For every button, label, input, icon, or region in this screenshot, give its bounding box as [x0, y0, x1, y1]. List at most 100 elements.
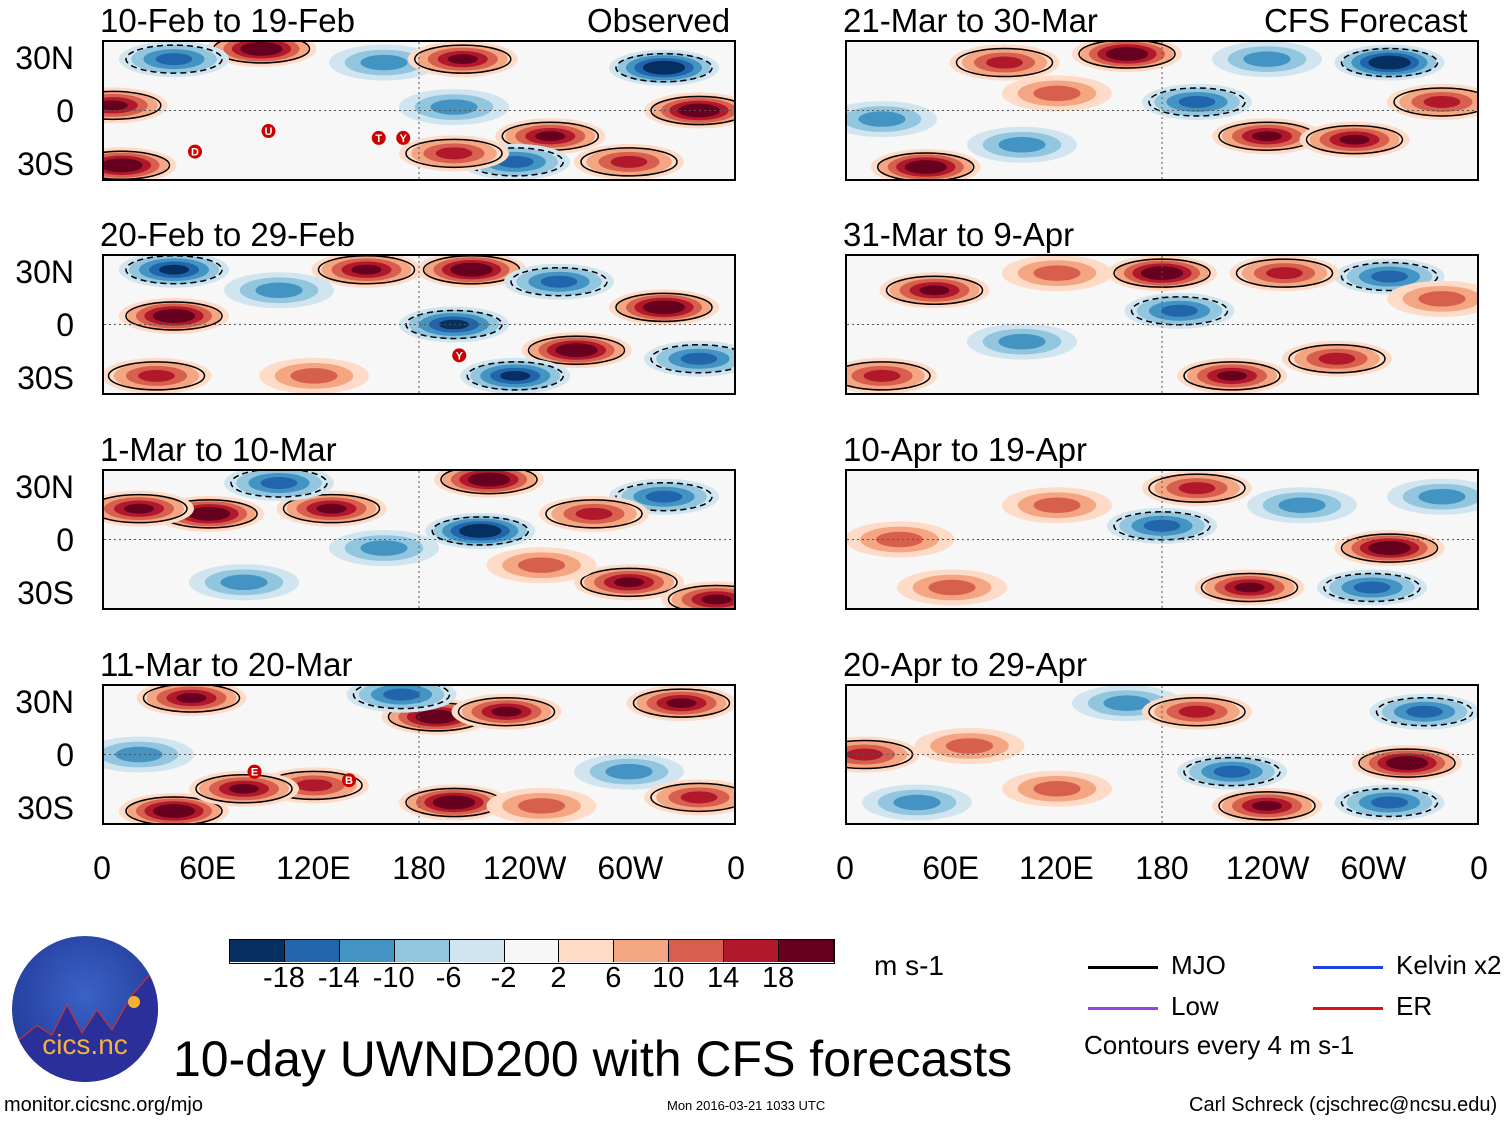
colorbar-label: 10 — [652, 962, 685, 994]
mjo-contour — [142, 686, 241, 713]
easterly-anomaly — [1371, 270, 1408, 283]
westerly-anomaly — [517, 557, 566, 573]
westerly-anomaly — [1033, 497, 1081, 513]
westerly-anomaly — [476, 475, 502, 484]
map-panel: Y — [102, 254, 736, 395]
colorbar-swatch — [284, 940, 340, 962]
westerly-anomaly — [124, 503, 154, 514]
westerly-anomaly — [1114, 49, 1140, 59]
mjo-contour — [1235, 258, 1334, 288]
figure-title: 10-day UWND200 with CFS forecasts — [173, 1031, 1013, 1087]
easterly-anomaly — [1161, 304, 1198, 317]
lon-label: 0 — [727, 850, 745, 886]
panel-title: 10-Apr to 19-Apr — [843, 431, 1087, 468]
contour-note: Contours every 4 m s-1 — [1084, 1030, 1355, 1060]
easterly-anomaly — [159, 264, 189, 275]
mjo-contour — [527, 335, 626, 365]
legend-line — [1313, 1007, 1383, 1010]
westerly-anomaly — [138, 369, 175, 382]
westerly-anomaly — [1234, 582, 1265, 593]
colorbar-swatch — [779, 940, 834, 962]
easterly-anomaly — [360, 54, 408, 71]
mjo-contour — [545, 499, 643, 529]
easterly-anomaly — [467, 526, 493, 536]
mjo-contour — [1183, 361, 1281, 391]
westerly-anomaly — [196, 509, 222, 518]
panel-title: 10-Feb to 19-Feb — [100, 2, 355, 39]
panel-title: 20-Feb to 29-Feb — [100, 216, 355, 253]
westerly-anomaly — [491, 706, 522, 717]
mjo-contour — [317, 256, 416, 285]
lat-label: 30N — [15, 469, 74, 505]
mjo-contour — [1323, 572, 1421, 603]
svg-text:D: D — [191, 147, 199, 159]
westerly-anomaly — [517, 798, 566, 814]
easterly-anomaly — [255, 282, 303, 298]
mjo-contour — [1340, 787, 1439, 818]
timestamp: Mon 2016-03-21 1033 UTC — [667, 1098, 826, 1113]
site-url[interactable]: monitor.cicsnc.org/mjo — [4, 1094, 203, 1116]
westerly-anomaly — [913, 162, 939, 172]
mjo-contour — [107, 361, 206, 391]
lon-label: 180 — [1135, 850, 1189, 886]
legend-label: MJO — [1171, 950, 1226, 980]
lon-label: 120W — [482, 850, 567, 886]
map-panel: D U T Y — [102, 40, 736, 181]
map-panel — [102, 469, 736, 610]
mjo-contour — [104, 150, 171, 179]
westerly-anomaly — [1033, 781, 1081, 797]
storm-marker: B — [342, 773, 356, 788]
westerly-anomaly — [248, 44, 275, 54]
easterly-anomaly — [680, 352, 718, 365]
colorbar-label: -6 — [435, 962, 462, 994]
easterly-anomaly — [500, 370, 531, 381]
easterly-anomaly — [360, 540, 408, 556]
mjo-contour — [955, 47, 1054, 78]
westerly-anomaly — [1418, 291, 1466, 307]
easterly-anomaly — [605, 763, 653, 780]
panel-title: 21-Mar to 30-Mar — [843, 2, 1098, 39]
mjo-contour — [125, 301, 223, 331]
westerly-anomaly — [441, 798, 467, 807]
lon-label: 120W — [1225, 850, 1310, 886]
westerly-anomaly — [161, 806, 187, 816]
mjo-contour — [1078, 42, 1176, 69]
mjo-contour — [1148, 696, 1246, 727]
easterly-anomaly — [1143, 519, 1181, 532]
colorbar-label: -14 — [317, 962, 360, 994]
westerly-anomaly — [1217, 370, 1247, 381]
easterly-anomaly — [1353, 581, 1391, 594]
easterly-anomaly — [1103, 695, 1151, 711]
westerly-anomaly — [575, 507, 613, 520]
colorbar — [229, 939, 835, 964]
mjo-contour — [125, 256, 223, 285]
lat-label: 30S — [17, 575, 74, 611]
map-panel — [845, 469, 1479, 610]
colorbar-label: -2 — [490, 962, 517, 994]
westerly-anomaly — [701, 594, 732, 605]
easterly-anomaly — [1418, 488, 1466, 505]
mjo-contour — [1358, 748, 1456, 778]
mjo-contour — [885, 275, 984, 305]
legend-line — [1088, 966, 1158, 969]
legend-line — [1088, 1007, 1158, 1010]
lon-label: 120E — [275, 850, 351, 886]
westerly-anomaly — [1033, 85, 1081, 102]
mjo-contour — [1305, 124, 1404, 155]
lat-label: 0 — [56, 307, 74, 343]
legend-label: Kelvin x2 — [1396, 950, 1502, 980]
colorbar-label: -18 — [262, 962, 305, 994]
map-panel — [845, 40, 1479, 181]
mjo-contour — [1340, 533, 1439, 563]
westerly-anomaly — [108, 161, 135, 170]
mjo-contour — [466, 361, 564, 391]
mjo-contour — [1218, 791, 1316, 821]
colorbar-swatch — [230, 940, 285, 962]
easterly-anomaly — [1376, 58, 1403, 67]
storm-marker: Y — [452, 348, 467, 363]
lon-label: 180 — [392, 850, 446, 886]
colorbar-swatch — [614, 940, 670, 962]
mjo-contour — [282, 493, 381, 524]
